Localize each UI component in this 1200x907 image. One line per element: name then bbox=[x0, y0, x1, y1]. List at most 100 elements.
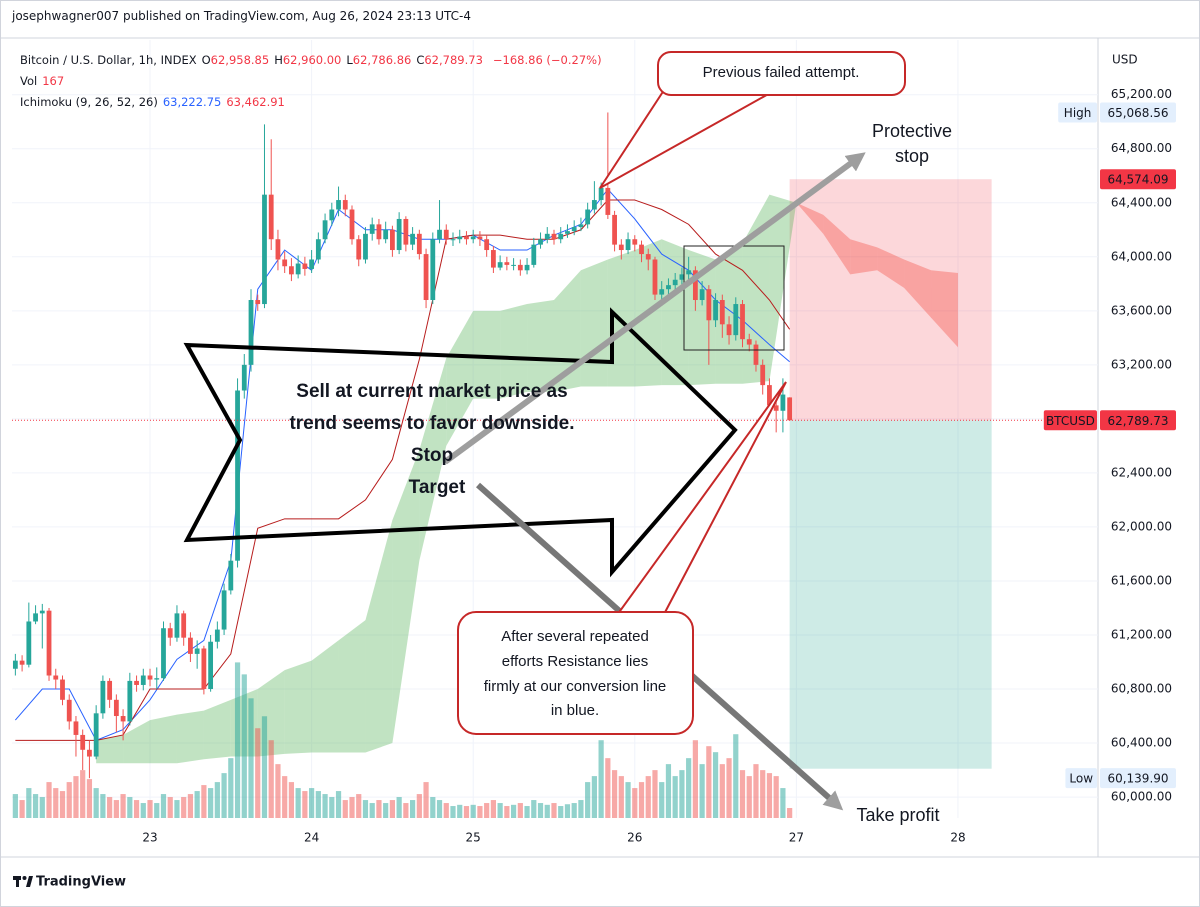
cloud-segment bbox=[203, 699, 231, 760]
candle-body bbox=[282, 259, 288, 267]
candle-body bbox=[214, 629, 220, 642]
candle-body bbox=[46, 610, 52, 676]
candle-body bbox=[760, 364, 766, 386]
candle-body bbox=[403, 218, 409, 245]
volume-bar bbox=[659, 782, 665, 818]
annotation: trend seems to favor downside. bbox=[289, 413, 574, 434]
volume-bar bbox=[147, 800, 153, 818]
candle-body bbox=[221, 590, 227, 630]
volume-bar bbox=[773, 776, 779, 818]
volume-bar bbox=[93, 788, 99, 818]
ohlc-value: 62,789.73 bbox=[424, 53, 483, 67]
candle-body bbox=[625, 239, 631, 251]
price-name: BTCUSD bbox=[1046, 414, 1095, 428]
price-value: 60,139.90 bbox=[1107, 772, 1168, 786]
candle-body bbox=[464, 236, 469, 240]
stop-price-box bbox=[1100, 169, 1176, 190]
candle-body bbox=[639, 244, 644, 255]
candle-body bbox=[228, 560, 234, 591]
candle-body bbox=[208, 641, 214, 690]
candle-body bbox=[19, 660, 25, 665]
volume-bar bbox=[208, 788, 214, 818]
annotations: Previous failed attempt. Protective stop… bbox=[183, 51, 952, 825]
candle-body bbox=[746, 339, 752, 345]
candle-body bbox=[780, 394, 786, 411]
volume-bar bbox=[423, 782, 429, 818]
candle-body bbox=[100, 680, 106, 714]
cloud-segment bbox=[877, 247, 905, 288]
volume-bar bbox=[484, 803, 490, 818]
candle-body bbox=[450, 239, 456, 241]
cloud-segment bbox=[338, 620, 366, 753]
publisher: josephwagner007 published on TradingView… bbox=[12, 9, 472, 23]
candle-body bbox=[538, 239, 543, 245]
cloud-segment bbox=[904, 259, 932, 318]
candle-body bbox=[470, 236, 476, 240]
volume-bar bbox=[403, 803, 409, 818]
cloud-segment bbox=[850, 239, 878, 275]
volume-bar bbox=[181, 797, 187, 818]
volume-bar bbox=[113, 800, 119, 818]
candle-body bbox=[275, 239, 281, 260]
candle-body bbox=[295, 263, 301, 275]
cloud-segment bbox=[769, 194, 797, 382]
candle-body bbox=[591, 200, 597, 210]
ichimoku-line bbox=[15, 199, 791, 741]
volume-bar bbox=[376, 800, 382, 818]
candle-body bbox=[645, 254, 651, 260]
candle-body bbox=[113, 699, 119, 717]
candle-body bbox=[383, 229, 389, 240]
volume-bar bbox=[537, 803, 544, 818]
candle-body bbox=[726, 324, 732, 336]
candle-body bbox=[733, 304, 739, 336]
x-tick-label: 25 bbox=[466, 831, 481, 845]
volume-bar bbox=[739, 770, 746, 818]
volume-bar bbox=[133, 800, 140, 818]
volume-bar bbox=[255, 728, 261, 818]
candle-body bbox=[302, 263, 308, 269]
volume-bar bbox=[605, 758, 611, 818]
watermark: TradingView bbox=[36, 875, 126, 890]
ichimoku-row: Ichimoku (9, 26, 52, 26) 63,222.75 63,462.… bbox=[20, 92, 607, 113]
volume-bar bbox=[524, 806, 530, 818]
volume-name: Vol bbox=[20, 74, 38, 88]
candle-body bbox=[140, 675, 146, 685]
volume-bar bbox=[679, 770, 685, 818]
volume-bar bbox=[228, 758, 234, 818]
volume-bar bbox=[558, 806, 564, 818]
volume-bar bbox=[719, 764, 725, 818]
candle-body bbox=[686, 270, 692, 275]
y-tick-label: 61,600.00 bbox=[1111, 573, 1172, 587]
candle-body bbox=[342, 200, 348, 210]
ohlc-value: 62,786.86 bbox=[352, 53, 412, 67]
target-zone bbox=[789, 420, 992, 769]
candle-body bbox=[174, 613, 180, 638]
candle-body bbox=[457, 236, 463, 240]
volume-bar bbox=[665, 764, 672, 818]
cloud-segment bbox=[446, 310, 474, 446]
volume-bar bbox=[53, 788, 59, 818]
price-value-box bbox=[1100, 410, 1176, 431]
candle-body bbox=[289, 266, 294, 275]
volume-bar bbox=[282, 776, 288, 818]
candle-body bbox=[477, 236, 483, 240]
x-tick-label: 28 bbox=[950, 831, 965, 845]
candle-body bbox=[659, 289, 665, 295]
volume-bar bbox=[396, 797, 402, 818]
candle-body bbox=[423, 254, 429, 301]
volume-bar bbox=[504, 806, 510, 818]
candle-body bbox=[571, 227, 577, 232]
volume-bar bbox=[322, 794, 328, 818]
volume-bar bbox=[450, 806, 456, 818]
candle-body bbox=[73, 721, 79, 735]
volume-bar bbox=[598, 740, 604, 818]
annotation: Protective bbox=[872, 121, 952, 141]
volume-bar bbox=[652, 770, 658, 818]
annotation: After several repeated bbox=[501, 628, 649, 645]
volume-bar bbox=[564, 804, 571, 818]
candle-body bbox=[127, 680, 133, 722]
candle-body bbox=[188, 637, 193, 654]
volume-bar bbox=[120, 794, 126, 818]
candle-body bbox=[632, 239, 638, 245]
candle-body bbox=[53, 675, 59, 680]
